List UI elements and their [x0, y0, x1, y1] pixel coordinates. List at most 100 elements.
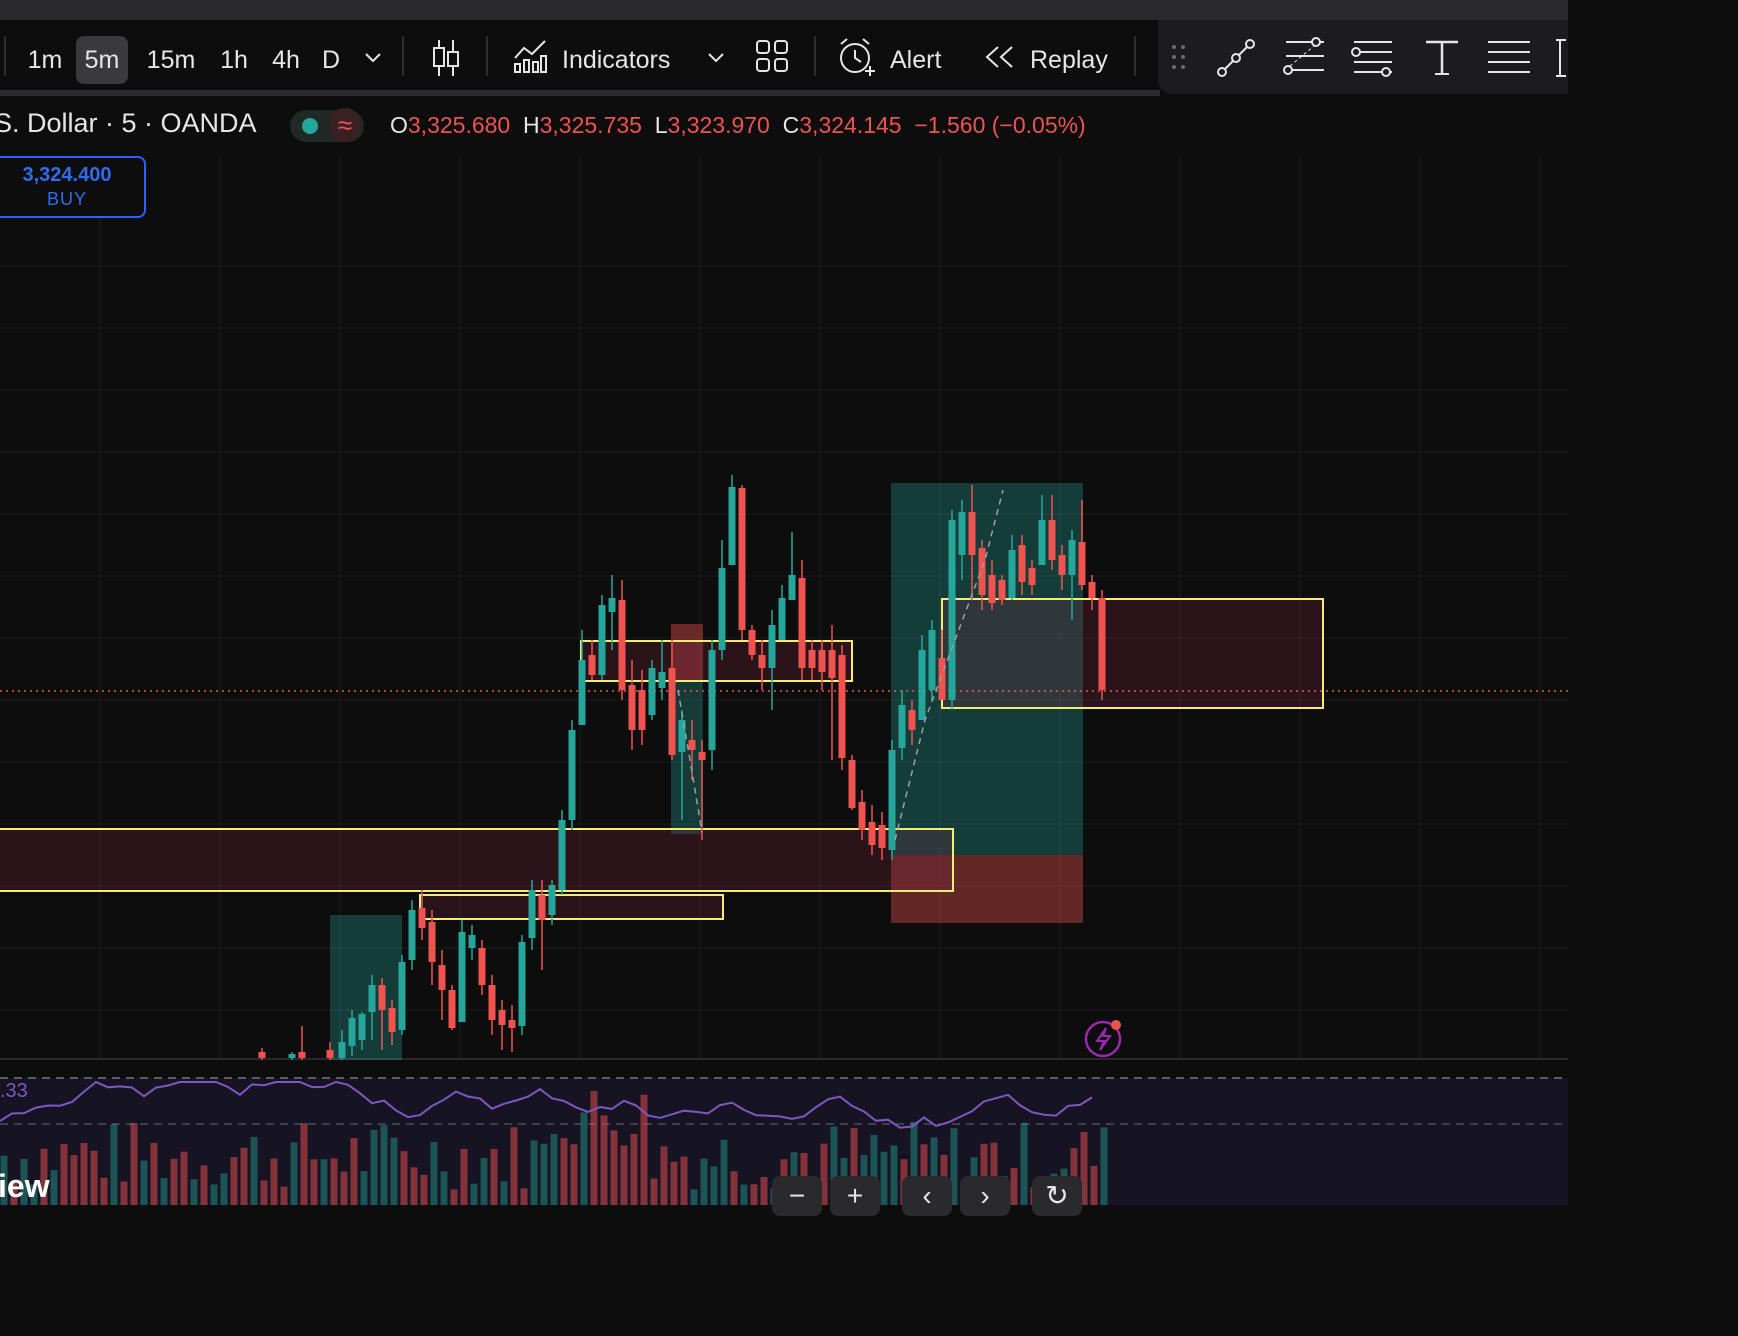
tf-1m[interactable]: 1m	[27, 46, 63, 74]
scroll-right-button[interactable]: ›	[960, 1176, 1010, 1216]
volume-bar	[730, 1171, 738, 1205]
volume-bar	[500, 1181, 508, 1205]
volume-bar	[680, 1156, 688, 1205]
separator	[486, 36, 488, 76]
candle-body	[388, 1008, 396, 1032]
zoom-out-button[interactable]: −	[772, 1176, 822, 1216]
symbol-title[interactable]: S. Dollar · 5 · OANDA	[0, 108, 257, 138]
volume-bar	[590, 1090, 598, 1205]
volume-bar	[40, 1148, 48, 1205]
volume-bar	[430, 1141, 438, 1205]
alert-button[interactable]: Alert	[890, 46, 942, 74]
volume-bar	[930, 1137, 938, 1205]
zoom-in-button[interactable]: +	[830, 1176, 880, 1216]
cursor-icon[interactable]	[1556, 36, 1568, 80]
scroll-left-button[interactable]: ‹	[902, 1176, 952, 1216]
tf-5m[interactable]: 5m	[76, 36, 128, 84]
volume-bar	[950, 1128, 958, 1205]
projection-line	[894, 489, 1004, 841]
candle-body	[1028, 568, 1036, 585]
indicators-icon[interactable]	[512, 38, 548, 74]
open-value: 3,325.680	[407, 112, 511, 138]
volume-bar	[640, 1094, 648, 1205]
volume-bar	[460, 1148, 468, 1205]
indicator-pane[interactable]	[0, 1060, 1568, 1205]
lines-icon[interactable]	[1484, 36, 1532, 80]
tf-15m[interactable]: 15m	[146, 46, 196, 74]
tf-1h[interactable]: 1h	[220, 46, 248, 74]
volume-bar	[610, 1130, 618, 1205]
candle-body	[858, 802, 866, 830]
candle-body	[638, 690, 646, 730]
position-stop-zone	[671, 624, 703, 682]
candle-body	[1088, 582, 1096, 598]
volume-bar	[910, 1121, 918, 1205]
tf-4h[interactable]: 4h	[272, 46, 300, 74]
buy-order-button[interactable]: 3,324.400 BUY	[0, 156, 146, 218]
volume-bar	[480, 1158, 488, 1205]
candle-body	[918, 650, 926, 720]
candle-body	[958, 512, 966, 555]
candle-body	[298, 1052, 306, 1058]
chevron-down-icon[interactable]	[705, 48, 727, 68]
volume-bar	[600, 1115, 608, 1205]
volume-bar	[510, 1127, 518, 1205]
volume-bar	[400, 1151, 408, 1205]
high-key: H	[523, 112, 540, 138]
volume-bar	[700, 1158, 708, 1205]
candle-body	[978, 548, 986, 595]
position-profit-zone	[671, 682, 703, 834]
candle-body	[288, 1054, 296, 1058]
fib-icon[interactable]	[1280, 36, 1326, 80]
candle-body	[648, 668, 656, 715]
buy-price: 3,324.400	[22, 164, 112, 186]
volume-bar	[740, 1184, 748, 1205]
volume-bar	[540, 1143, 548, 1205]
candle-body	[788, 575, 796, 600]
alert-clock-icon[interactable]	[836, 36, 878, 78]
candle-body	[608, 598, 616, 612]
price-chart[interactable]	[0, 96, 1568, 1060]
volume-bar	[870, 1134, 878, 1205]
volume-bar	[920, 1144, 928, 1205]
tf-d[interactable]: D	[321, 46, 341, 74]
volume-bar	[260, 1180, 268, 1205]
volume-bar	[360, 1171, 368, 1205]
candle-body	[848, 760, 856, 808]
candle-body	[628, 685, 636, 730]
volume-bar	[200, 1165, 208, 1205]
candle-body	[368, 985, 376, 1012]
pitchfork-icon[interactable]	[1348, 36, 1394, 80]
replay-button[interactable]: Replay	[1030, 46, 1108, 74]
volume-bar	[820, 1143, 828, 1205]
status-wave-icon: ≈	[330, 108, 360, 142]
candle-body	[588, 655, 596, 675]
replay-icon[interactable]	[982, 44, 1018, 70]
layout-grid-icon[interactable]	[754, 38, 790, 74]
toolbar-divider	[0, 90, 1160, 96]
lightning-icon[interactable]	[1082, 1016, 1126, 1060]
volume-bar	[130, 1123, 138, 1205]
volume-bar	[250, 1136, 258, 1205]
indicators-button[interactable]: Indicators	[562, 46, 671, 74]
candle-body	[518, 942, 526, 1026]
volume-bar	[620, 1145, 628, 1205]
candle-body	[798, 578, 806, 668]
volume-bar	[280, 1186, 288, 1205]
volume-bar	[990, 1142, 998, 1205]
brand-logo-text: iew	[0, 1168, 50, 1204]
candles-icon[interactable]	[430, 38, 462, 78]
candle-body	[258, 1052, 266, 1058]
chevron-down-icon[interactable]	[362, 48, 384, 68]
volume-bar	[1080, 1131, 1088, 1205]
candle-body	[688, 740, 696, 750]
reset-chart-button[interactable]: ↻	[1032, 1176, 1082, 1216]
drag-handle-icon[interactable]	[1170, 42, 1188, 72]
volume-bar	[140, 1160, 148, 1205]
trend-line-icon[interactable]	[1214, 36, 1258, 80]
volume-bar	[570, 1144, 578, 1205]
candle-body	[928, 630, 936, 690]
volume-bar	[110, 1124, 118, 1205]
volume-bar	[90, 1150, 98, 1205]
text-icon[interactable]	[1422, 36, 1462, 80]
